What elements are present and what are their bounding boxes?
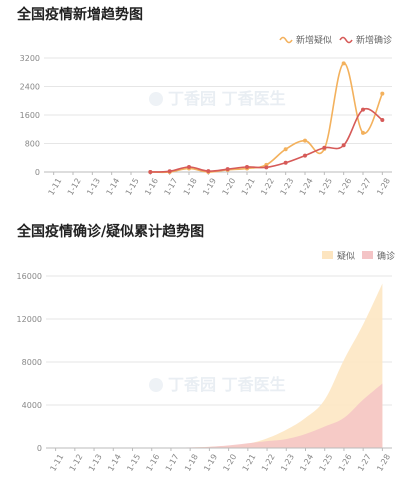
new-y-tick-label: 2400 <box>20 83 40 92</box>
data-point-confirmed <box>206 169 211 174</box>
cum-y-tick-label: 8000 <box>22 358 42 367</box>
data-point-suspected <box>341 61 346 66</box>
data-point-confirmed <box>245 165 249 170</box>
cum-x-tick-label: 1-26 <box>337 453 354 473</box>
data-point-confirmed <box>303 153 307 158</box>
cum-x-tick-label: 1-17 <box>164 453 181 473</box>
data-point-confirmed <box>322 145 327 150</box>
legend-swatch <box>322 251 333 259</box>
legend-label: 新增确诊 <box>356 34 392 46</box>
legend-swatch <box>362 251 373 259</box>
data-point-confirmed <box>361 107 365 112</box>
data-point-confirmed <box>167 169 172 174</box>
watermark-text: 丁香园 丁香医生 <box>168 375 286 394</box>
watermark: 丁香园 丁香医生 <box>149 375 286 394</box>
cum-x-tick-label: 1-27 <box>356 453 373 473</box>
cum-x-tick-label: 1-20 <box>221 453 238 473</box>
legend-item-confirmed: 新增确诊 <box>339 34 392 46</box>
chart-title-new: 全国疫情新增趋势图 <box>17 7 143 23</box>
data-point-suspected <box>380 91 385 96</box>
data-point-confirmed <box>225 167 230 172</box>
cum-x-tick-label: 1-28 <box>375 453 392 473</box>
data-point-confirmed <box>264 165 269 170</box>
cum-x-tick-label: 1-24 <box>298 453 315 473</box>
legend-swatch <box>279 36 293 44</box>
cum-x-tick-label: 1-11 <box>48 453 65 473</box>
cum-x-tick-label: 1-21 <box>241 453 258 473</box>
cum-x-tick-label: 1-25 <box>318 453 335 473</box>
data-point-suspected <box>303 138 307 143</box>
new-y-tick-label: 3200 <box>20 54 40 63</box>
legend-item-confirmed: 确诊 <box>362 250 395 262</box>
legend-label: 疑似 <box>337 251 355 262</box>
data-point-confirmed <box>187 165 191 170</box>
new-y-tick-label: 800 <box>25 140 40 149</box>
chart-title-cumulative: 全国疫情确诊/疑似累计趋势图 <box>17 224 205 240</box>
data-point-suspected <box>283 147 288 152</box>
cum-x-tick-label: 1-16 <box>145 453 162 473</box>
cum-x-tick-label: 1-15 <box>125 453 142 473</box>
cum-x-tick-label: 1-14 <box>106 453 123 473</box>
data-point-confirmed <box>148 170 153 174</box>
cum-x-tick-label: 1-18 <box>183 453 200 473</box>
watermark-logo <box>149 92 163 106</box>
new-y-tick-label: 0 <box>35 168 40 177</box>
data-point-confirmed <box>283 160 288 165</box>
legend-swatch <box>339 36 353 44</box>
cum-y-tick-label: 12000 <box>17 315 42 324</box>
cum-y-tick-label: 4000 <box>22 401 42 410</box>
watermark-logo <box>149 378 163 392</box>
cum-x-tick-label: 1-12 <box>68 453 85 473</box>
legend-item-suspected: 新增疑似 <box>279 34 332 46</box>
new-y-tick-label: 1600 <box>20 111 40 120</box>
watermark-text: 丁香园 丁香医生 <box>168 89 286 108</box>
series-area-confirmed <box>55 383 383 449</box>
cum-x-tick-label: 1-23 <box>279 453 296 473</box>
data-point-confirmed <box>380 117 385 122</box>
watermark: 丁香园 丁香医生 <box>149 89 286 108</box>
data-point-confirmed <box>341 143 346 148</box>
cum-x-tick-label: 1-22 <box>260 453 277 473</box>
cum-x-tick-label: 1-13 <box>87 453 104 473</box>
legend-label: 确诊 <box>377 250 395 262</box>
cum-y-tick-label: 16000 <box>17 272 42 281</box>
cum-y-tick-label: 0 <box>37 444 42 453</box>
cum-x-tick-label: 1-19 <box>202 453 219 473</box>
legend-item-suspected: 疑似 <box>322 251 355 262</box>
legend-label: 新增疑似 <box>296 34 332 46</box>
data-point-suspected <box>361 130 365 135</box>
